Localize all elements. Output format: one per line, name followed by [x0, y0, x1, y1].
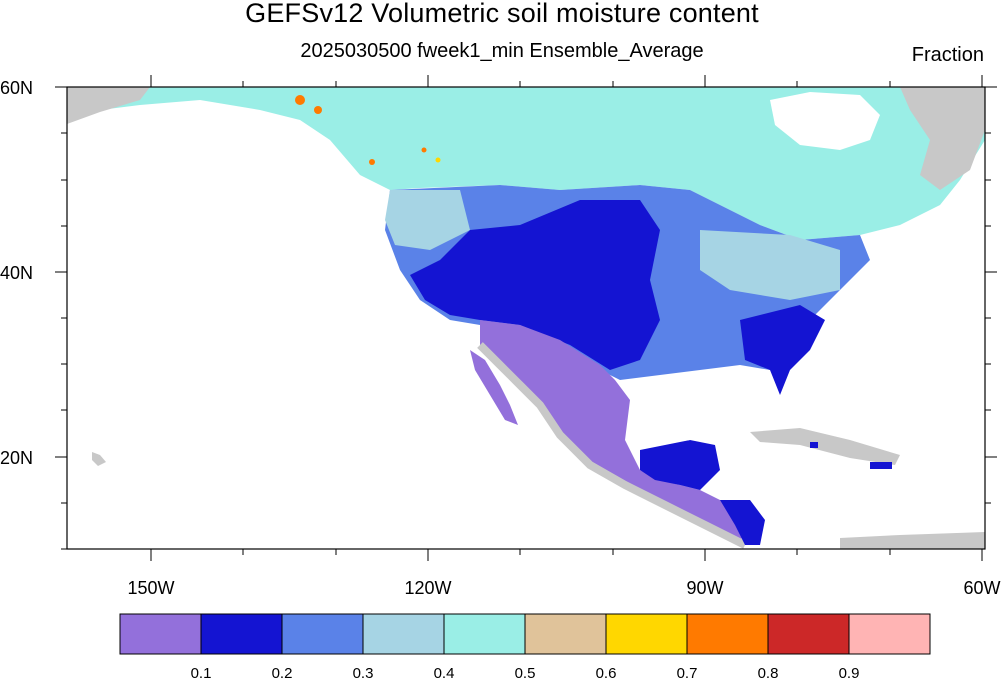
lon-tick-label: 60W	[963, 578, 1000, 598]
colorbar-swatch	[848, 613, 931, 655]
hudson-bay	[770, 92, 880, 150]
colorbar-label: 0.2	[272, 665, 293, 681]
colorbar-label: 0.4	[434, 665, 455, 681]
region-labrador	[900, 87, 985, 190]
right-ticks	[985, 86, 997, 504]
colorbar-swatch	[362, 613, 445, 655]
region-central-america-south	[720, 500, 765, 545]
region-alaska	[67, 87, 150, 124]
region-canada-north	[67, 87, 985, 240]
region-central-america	[640, 440, 720, 490]
lat-tick-label: 60N	[0, 78, 33, 98]
lon-tick-label: 90W	[686, 578, 723, 598]
units-label: Fraction	[911, 44, 984, 66]
gulf-of-mexico	[630, 372, 775, 445]
hotspot-5	[421, 147, 427, 153]
region-baja	[470, 350, 518, 425]
colorbar-swatch	[524, 613, 607, 655]
colorbar-swatch	[281, 613, 364, 655]
colorbar-swatch	[443, 613, 526, 655]
colorbar-swatch	[200, 613, 283, 655]
colorbar-swatch	[119, 613, 202, 655]
colorbar-label: 0.3	[353, 665, 374, 681]
hotspot-4	[435, 157, 441, 163]
hotspot-1	[295, 95, 305, 105]
colorbar-swatch	[605, 613, 688, 655]
left-ticks	[55, 86, 67, 550]
region-mexico-purple	[480, 320, 750, 540]
region-great-lakes-light	[700, 230, 840, 300]
region-caribbean-blue-2	[810, 442, 818, 448]
lon-tick-label: 120W	[404, 578, 451, 598]
region-cuba	[750, 428, 900, 465]
region-us-light	[385, 190, 470, 250]
region-mexico-rim	[477, 342, 747, 549]
region-us-dark	[410, 200, 660, 370]
colorbar-label: 0.8	[758, 665, 779, 681]
colorbar-label: 0.5	[515, 665, 536, 681]
map-area	[67, 87, 985, 549]
plot-title: GEFSv12 Volumetric soil moisture content	[245, 0, 759, 28]
region-south-america-edge	[840, 532, 985, 549]
colorbar-swatch	[767, 613, 850, 655]
plot-subtitle: 2025030500 fweek1_min Ensemble_Average	[300, 40, 704, 62]
bottom-ticks	[150, 549, 983, 561]
lon-tick-label: 150W	[127, 578, 174, 598]
colorbar-swatch	[686, 613, 769, 655]
lat-tick-label: 40N	[0, 263, 33, 283]
lat-tick-label: 20N	[0, 448, 33, 468]
colorbar-label: 0.6	[596, 665, 617, 681]
region-us-southeast-dark	[740, 305, 825, 395]
colorbar-label: 0.7	[677, 665, 698, 681]
colorbar-label: 0.9	[839, 665, 860, 681]
colorbar: 0.1 0.2 0.3 0.4 0.5 0.6 0.7 0.8 0.9	[119, 613, 931, 681]
top-ticks	[150, 75, 983, 87]
region-hawaii	[92, 452, 106, 466]
region-caribbean-blue	[870, 462, 892, 469]
hotspot-2	[314, 106, 322, 114]
colorbar-label: 0.1	[191, 665, 212, 681]
hotspot-3	[369, 159, 375, 165]
